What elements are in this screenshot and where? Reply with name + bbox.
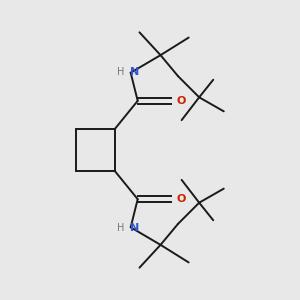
Text: N: N <box>130 67 139 77</box>
Text: H: H <box>117 67 125 77</box>
Text: N: N <box>130 223 139 233</box>
Text: O: O <box>176 96 185 106</box>
Text: O: O <box>176 194 185 204</box>
Text: H: H <box>117 223 125 233</box>
